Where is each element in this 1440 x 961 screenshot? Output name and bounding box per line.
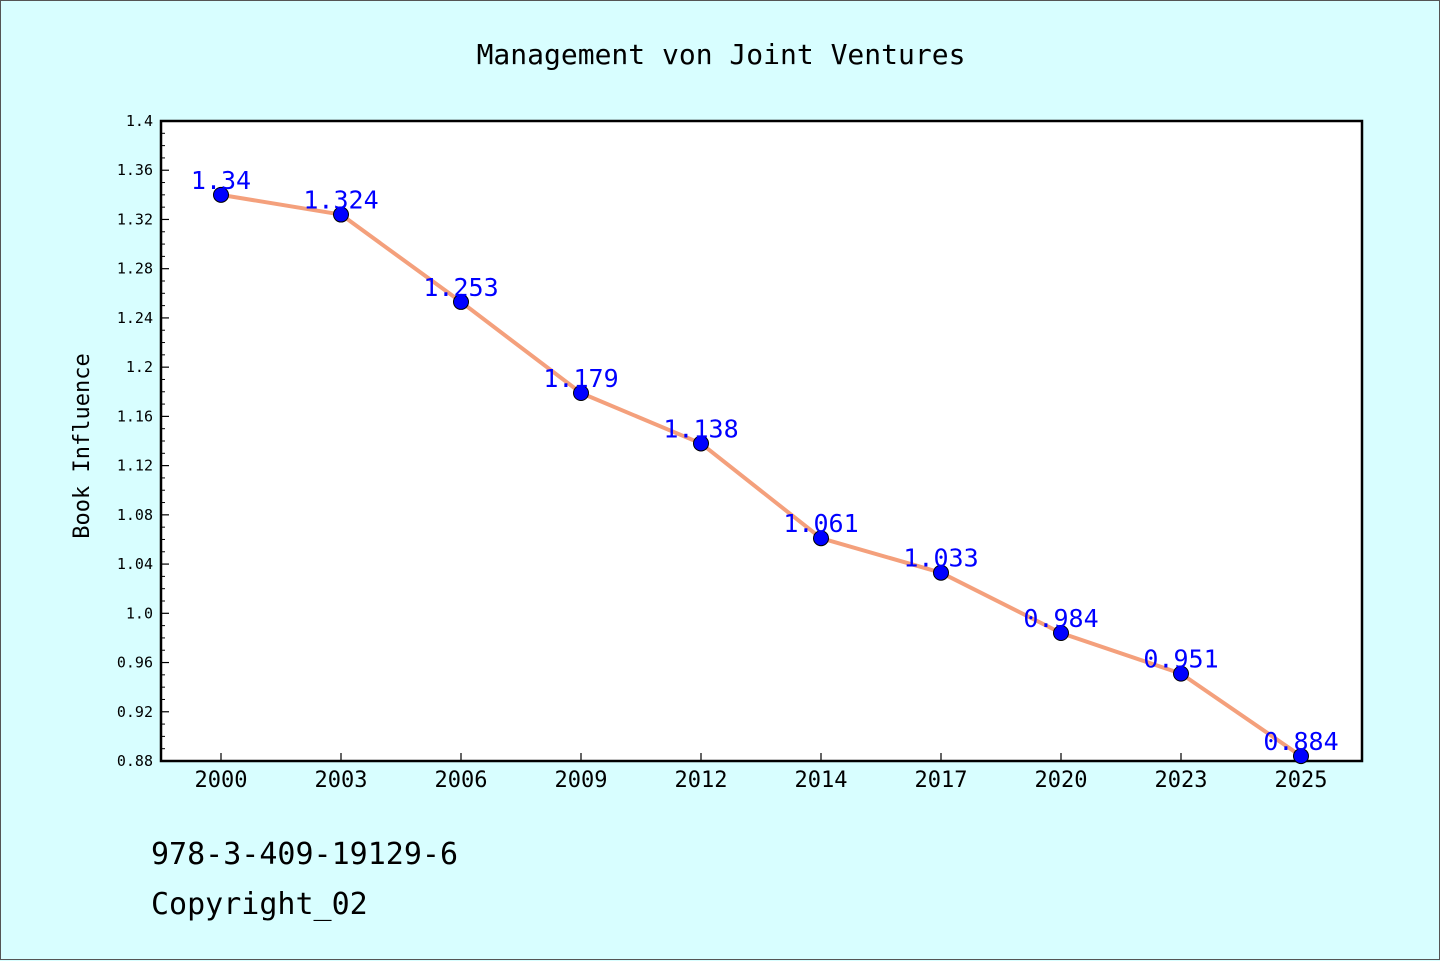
- data-point: [933, 564, 949, 581]
- y-tick-label: 1.24: [117, 309, 153, 327]
- chart-title: Management von Joint Ventures: [477, 38, 966, 71]
- y-tick-label: 1.4: [126, 112, 153, 130]
- data-point: [453, 293, 469, 310]
- data-point: [213, 186, 229, 203]
- y-tick-label: 1.04: [117, 555, 153, 573]
- data-point: [693, 435, 709, 452]
- y-axis: 0.88 0.92 0.96 1.0 1.04 1.08 1.12 1.16 1.2 1.24 1.…: [117, 112, 169, 770]
- x-tick-label: 2017: [915, 768, 968, 793]
- copyright-text: Copyright_02: [151, 887, 368, 922]
- data-label: 1.061: [783, 509, 858, 538]
- x-tick-label: 2020: [1035, 768, 1088, 793]
- data-label: 0.984: [1023, 604, 1098, 633]
- data-label: 1.179: [543, 364, 618, 393]
- y-tick-label: 0.92: [117, 703, 153, 721]
- data-point: [573, 385, 589, 401]
- data-label: 1.324: [303, 186, 378, 215]
- y-tick-label: 1.32: [117, 210, 153, 228]
- data-label: 1.34: [191, 166, 251, 195]
- data-label: 1.253: [423, 273, 498, 302]
- data-point: [813, 530, 829, 547]
- data-label: 0.951: [1143, 645, 1218, 674]
- x-tick-label: 2006: [435, 768, 488, 793]
- y-tick-label: 0.88: [117, 752, 153, 770]
- data-point: [1173, 665, 1189, 682]
- x-tick-label: 2000: [195, 768, 248, 793]
- x-tick-label: 2014: [795, 768, 848, 793]
- y-tick-label: 0.96: [117, 654, 153, 672]
- series-line: [219, 192, 1303, 759]
- y-tick-label: 1.2: [126, 358, 153, 376]
- data-point: [333, 206, 349, 223]
- x-axis: 2000 2003 2006 2009 2012 2014 2017 2020 2023 2025: [195, 753, 1328, 793]
- x-tick-label: 2023: [1155, 768, 1208, 793]
- series-layer: 1.34 1.324 1.253 1.179 1.138 1.061 1.033 0.984 0…: [191, 166, 1339, 765]
- isbn-text: 978-3-409-19129-6: [151, 837, 459, 872]
- x-tick-label: 2003: [315, 768, 368, 793]
- data-label: 1.138: [663, 414, 738, 443]
- y-tick-label: 1.36: [117, 161, 153, 179]
- data-label: 0.884: [1263, 727, 1338, 756]
- x-tick-label: 2025: [1275, 768, 1328, 793]
- x-tick-label: 2009: [555, 768, 608, 793]
- x-tick-label: 2012: [675, 768, 728, 793]
- data-point: [1293, 748, 1309, 765]
- y-tick-label: 1.0: [126, 604, 153, 622]
- data-point: [1053, 625, 1069, 641]
- y-tick-label: 1.16: [117, 407, 153, 425]
- y-tick-label: 1.12: [117, 457, 153, 475]
- y-tick-label: 1.08: [117, 506, 153, 524]
- y-tick-label: 1.28: [117, 260, 153, 278]
- data-label: 1.033: [903, 544, 978, 573]
- y-axis-label: Book Influence: [70, 353, 95, 538]
